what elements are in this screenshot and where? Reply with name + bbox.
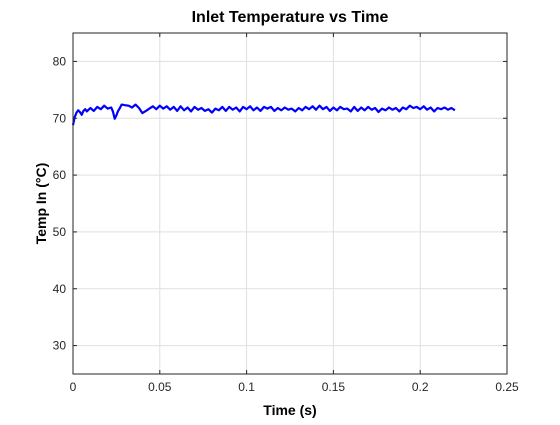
y-tick-label: 70 (53, 111, 67, 125)
y-tick-label: 30 (53, 339, 67, 353)
y-tick-label: 50 (53, 225, 67, 239)
x-tick-label: 0.2 (412, 380, 429, 394)
y-tick-label: 80 (53, 54, 67, 68)
x-tick-label: 0.15 (322, 380, 346, 394)
x-tick-label: 0 (70, 380, 77, 394)
series-line (71, 103, 456, 126)
plot-lines (71, 103, 456, 126)
x-tick-label: 0.05 (148, 380, 172, 394)
x-axis-label: Time (s) (263, 402, 316, 418)
x-tick-label: 0.25 (495, 380, 519, 394)
y-axis-label: Temp In (°C) (33, 163, 49, 245)
chart-title: Inlet Temperature vs Time (192, 9, 389, 26)
x-tick-label: 0.1 (238, 380, 255, 394)
y-tick-label: 40 (53, 282, 67, 296)
plot-area-frame (72, 32, 508, 375)
y-tick-label: 60 (53, 168, 67, 182)
ticks: 0 0.05 0.1 0.15 0.2 0.25 30 40 50 60 70 80 (53, 33, 519, 394)
